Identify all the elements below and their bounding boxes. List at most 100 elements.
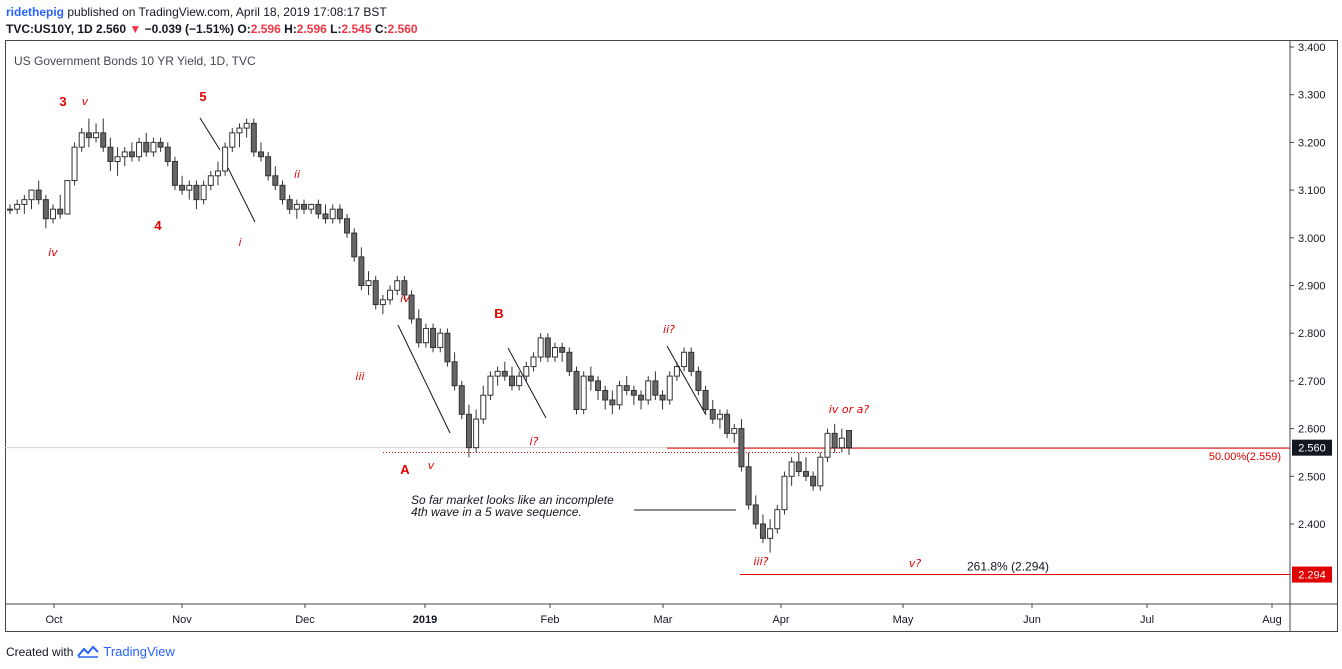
x-tick-label: Oct: [45, 614, 62, 626]
candle-body: [652, 380, 659, 396]
candle-body: [28, 189, 35, 201]
target-price-badge: [1292, 566, 1332, 583]
candle-body: [616, 385, 623, 406]
open-label: O:: [237, 22, 251, 36]
candle-body: [430, 327, 437, 349]
candle-body: [279, 184, 286, 201]
close-value: 2.560: [387, 22, 418, 36]
candle-body: [379, 299, 386, 306]
candle-body: [630, 389, 637, 396]
candle-body: [308, 203, 315, 210]
candle-body: [336, 208, 343, 220]
candle-body: [501, 370, 508, 377]
candle-body: [595, 380, 602, 391]
candle-body: [738, 428, 745, 468]
candle-body: [387, 289, 394, 301]
candle-body: [243, 122, 250, 129]
candle-body: [458, 385, 465, 415]
candle-body: [150, 141, 157, 153]
fib-50-label: 50.00%(2.559): [1209, 451, 1281, 463]
last-price-badge: [1292, 439, 1332, 456]
chart-frame: [5, 40, 1338, 632]
candle-body: [222, 146, 229, 172]
candle-body: [802, 471, 809, 477]
candle-body: [673, 366, 680, 377]
x-tick-label: Nov: [172, 614, 192, 626]
candle-body: [358, 256, 365, 287]
candle-body: [638, 394, 645, 401]
candle-body: [71, 146, 78, 182]
symbol-line: TVC:US10Y, 1D 2.560 ▼ −0.039 (−1.51%) O:…: [6, 22, 418, 36]
x-tick-label: Mar: [654, 614, 673, 626]
candle-body: [731, 428, 738, 434]
candle-body: [831, 432, 838, 449]
reference-lines: 50.00%(2.559) 261.8% (2.294): [5, 447, 1290, 576]
candle-body: [351, 232, 358, 258]
trend-line: [199, 117, 221, 151]
wave-label: B: [494, 306, 503, 321]
candle-body: [846, 430, 852, 449]
wave-label: 4: [154, 218, 162, 233]
wave-label: iv or a?: [829, 403, 870, 416]
y-tick-label: 2.900: [1298, 281, 1326, 293]
candle-body: [523, 366, 530, 377]
candle-body: [121, 151, 128, 158]
candle-body: [372, 280, 379, 306]
y-tick-label: 2.500: [1298, 471, 1326, 483]
y-tick-label: 3.400: [1298, 42, 1326, 54]
low-label: L:: [330, 22, 342, 36]
candle-body: [774, 509, 781, 530]
candle-body: [422, 327, 429, 344]
candle-body: [516, 375, 523, 387]
candle-body: [250, 122, 257, 153]
x-tick-label: Dec: [295, 614, 315, 626]
wave-label: i: [238, 236, 241, 249]
candle-body: [107, 146, 114, 162]
trend-line: [666, 345, 707, 416]
candle-body: [265, 156, 272, 177]
y-tick-label: 3.200: [1298, 137, 1326, 149]
candle-body: [580, 375, 587, 411]
candle-body: [781, 475, 788, 511]
wave-label: i?: [530, 435, 539, 448]
candle-body: [587, 375, 594, 382]
footer: Created with TradingView: [6, 644, 175, 659]
y-axis: 3.400 3.300 3.200 3.100 3.000 2.900 2.800 2.700…: [1290, 42, 1326, 531]
trend-line: [507, 347, 547, 419]
tradingview-brand-link[interactable]: TradingView: [103, 644, 175, 659]
author-link[interactable]: ridethepig: [6, 5, 65, 19]
candle-body: [544, 337, 551, 358]
open-value: 2.596: [250, 22, 281, 36]
candle-body: [645, 380, 652, 401]
y-tick-label: 2.600: [1298, 424, 1326, 436]
candle-body: [286, 199, 293, 210]
candle-body: [716, 413, 723, 420]
candle-body: [42, 199, 49, 220]
candle-body: [171, 160, 178, 186]
candle-body: [394, 280, 401, 291]
candle-body: [465, 413, 472, 449]
annotation: So far market looks like an incomplete4t…: [411, 493, 736, 519]
candle-body: [14, 203, 21, 210]
candle-body: [817, 456, 824, 487]
candle-body: [114, 156, 121, 162]
candle-body: [795, 461, 802, 473]
candle-body: [322, 213, 329, 220]
candle-body: [329, 208, 336, 220]
candle-body: [344, 218, 351, 234]
candle-body: [688, 351, 695, 372]
candle-body: [810, 475, 817, 487]
candle-body: [7, 208, 13, 211]
candle-body: [293, 203, 300, 210]
candle-body: [752, 504, 759, 525]
candle-body: [143, 141, 150, 153]
wave-label: iii: [355, 370, 364, 383]
candle-body: [724, 413, 731, 434]
candle-body: [236, 127, 243, 134]
candle-body: [214, 170, 221, 177]
candle-body: [315, 203, 322, 215]
candle-body: [666, 375, 673, 401]
close-label: C:: [374, 22, 388, 36]
